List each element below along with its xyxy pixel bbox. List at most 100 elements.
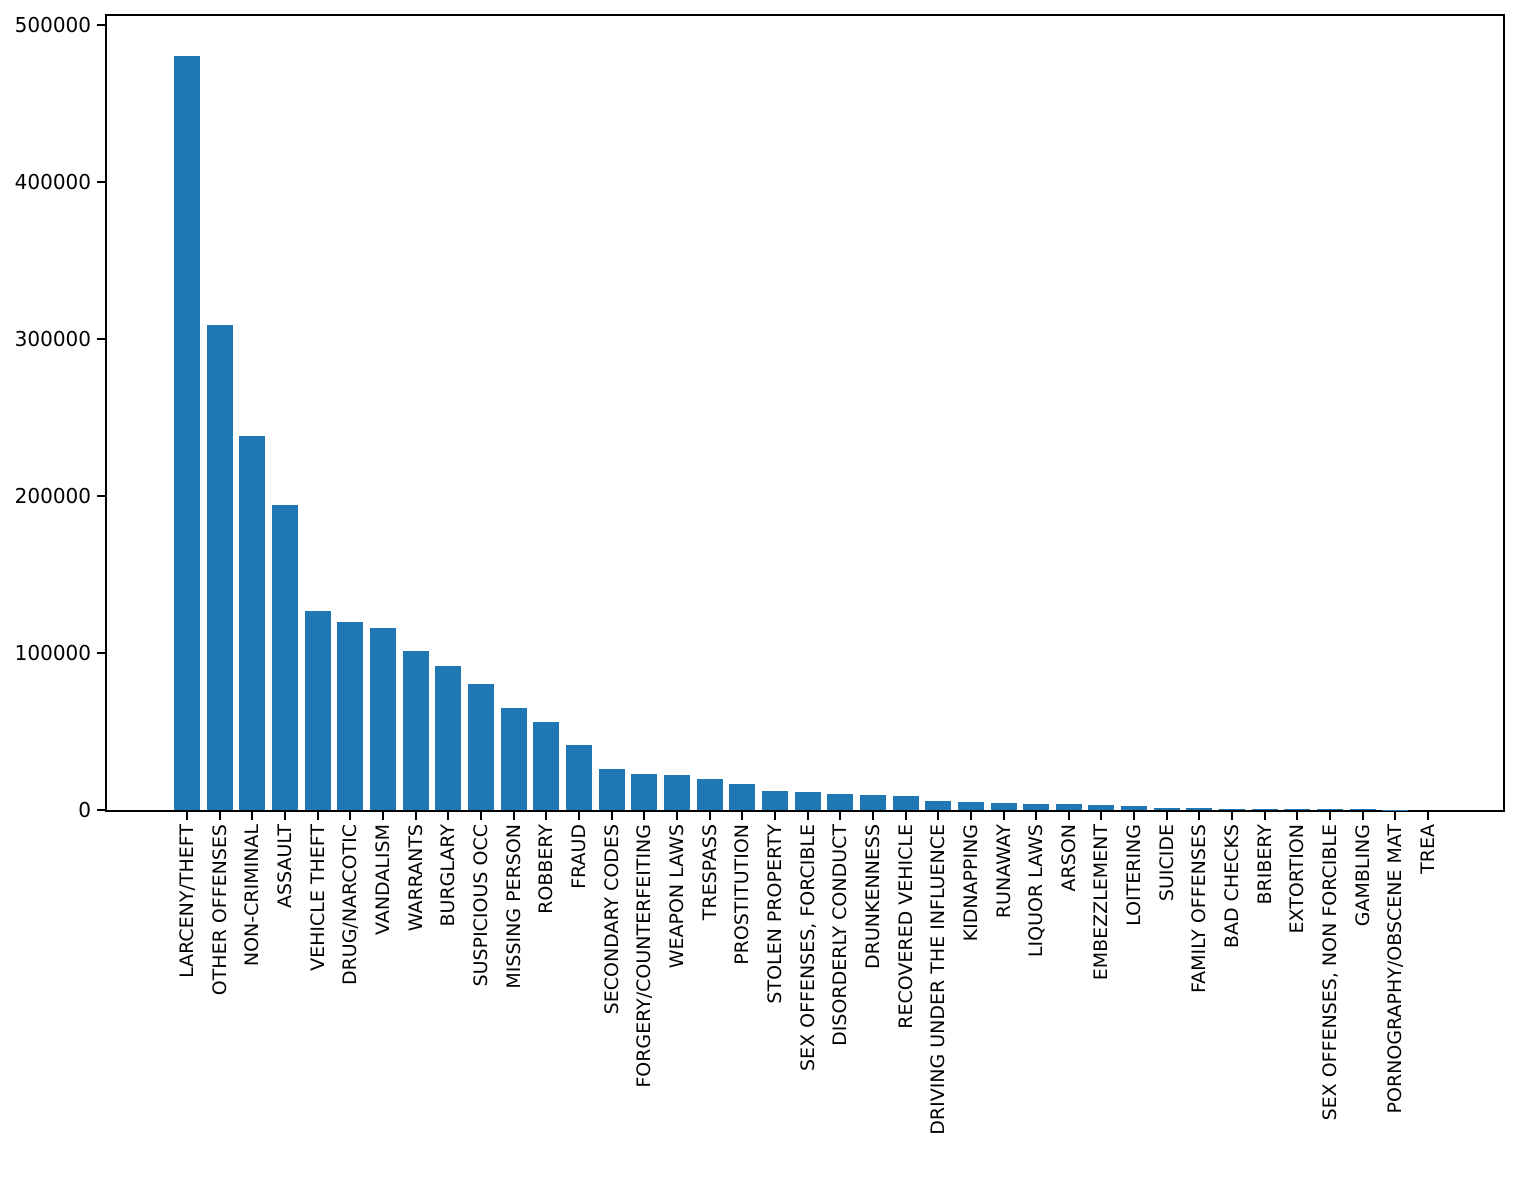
x-tick-label: VANDALISM [371, 824, 394, 935]
x-tick-mark [741, 812, 744, 820]
bar [892, 796, 919, 810]
x-tick-label: STOLEN PROPERTY [763, 824, 786, 1004]
x-tick-label: GAMBLING [1351, 824, 1374, 927]
bar [827, 794, 854, 810]
x-tick-mark [1231, 812, 1234, 820]
x-tick-label: PORNOGRAPHY/OBSCENE MAT [1384, 824, 1407, 1114]
x-tick-mark [610, 812, 613, 820]
x-tick-mark [937, 812, 940, 820]
x-tick-mark [186, 812, 188, 820]
x-tick-mark [218, 812, 221, 820]
x-tick-mark [512, 812, 515, 820]
x-tick-mark [349, 812, 352, 820]
x-tick-label: DRIVING UNDER THE INFLUENCE [927, 824, 950, 1135]
y-tick-label: 0 [78, 798, 91, 822]
y-tick-mark [97, 809, 105, 811]
bar [631, 773, 658, 810]
y-tick-label: 500000 [14, 13, 91, 38]
x-tick-mark [904, 812, 907, 820]
x-tick-label: BRIBERY [1253, 824, 1276, 905]
x-tick-label: SEX OFFENSES, FORCIBLE [796, 824, 819, 1071]
bar [1023, 803, 1050, 810]
bar [1251, 808, 1278, 810]
x-tick-label: PROSTITUTION [731, 824, 754, 965]
x-tick-label: FRAUD [567, 824, 590, 889]
y-tick-label: 200000 [14, 484, 91, 509]
x-tick-label: KIDNAPPING [959, 824, 982, 942]
bar [794, 791, 821, 810]
x-tick-mark [1035, 812, 1038, 820]
bar [859, 794, 886, 810]
x-tick-label: TREA [1417, 824, 1440, 874]
bar [925, 801, 952, 810]
y-tick-mark [97, 181, 105, 184]
x-tick-label: SUICIDE [1155, 824, 1178, 902]
bar [1153, 807, 1180, 810]
x-tick-mark [545, 812, 548, 820]
x-tick-label: DISORDERLY CONDUCT [829, 824, 852, 1046]
x-tick-label: TRESPASS [698, 824, 721, 921]
x-tick-mark [381, 812, 384, 820]
bar [174, 56, 200, 810]
x-tick-label: SUSPICIOUS OCC [469, 824, 492, 987]
y-tick-mark [97, 338, 105, 341]
bar [435, 666, 462, 810]
bar [1349, 809, 1376, 810]
bar [1317, 809, 1344, 810]
bar [1088, 805, 1115, 810]
x-tick-label: LIQUOR LAWS [1025, 824, 1048, 958]
bar [598, 769, 625, 810]
x-tick-mark [1100, 812, 1103, 820]
x-tick-label: RUNAWAY [992, 824, 1015, 919]
x-tick-mark [577, 812, 580, 820]
x-tick-label: NON-CRIMINAL [241, 824, 264, 967]
bar [304, 611, 331, 810]
x-tick-mark [251, 812, 254, 820]
x-tick-label: LOITERING [1123, 824, 1146, 926]
x-tick-label: EXTORTION [1286, 824, 1309, 934]
x-tick-mark [1394, 812, 1397, 820]
bar [990, 803, 1017, 810]
x-tick-mark [283, 812, 286, 820]
x-tick-mark [675, 812, 678, 820]
x-tick-mark [806, 812, 809, 820]
x-tick-label: DRUNKENNESS [861, 824, 884, 969]
x-tick-mark [643, 812, 646, 820]
bar [467, 683, 494, 810]
x-tick-mark [1067, 812, 1070, 820]
bar [271, 504, 298, 810]
x-tick-label: RECOVERED VEHICLE [894, 824, 917, 1029]
bar [1055, 803, 1082, 810]
bar [239, 436, 266, 810]
x-tick-label: DRUG/NARCOTIC [339, 824, 362, 986]
x-tick-mark [447, 812, 450, 820]
bar [402, 650, 429, 810]
x-tick-label: BURGLARY [437, 824, 460, 927]
x-tick-mark [1329, 812, 1332, 820]
bar [761, 791, 788, 810]
x-tick-label: ARSON [1057, 824, 1080, 892]
x-tick-label: ROBBERY [535, 824, 558, 914]
bar [1121, 806, 1148, 810]
x-tick-label: FAMILY OFFENSES [1188, 824, 1211, 994]
x-tick-mark [773, 812, 776, 820]
x-tick-label: VEHICLE THEFT [306, 824, 329, 971]
x-tick-label: EMBEZZLEMENT [1090, 824, 1113, 981]
x-tick-label: OTHER OFFENSES [208, 824, 231, 996]
x-tick-mark [839, 812, 842, 820]
bar [1284, 808, 1311, 810]
y-tick-label: 400000 [14, 170, 91, 195]
bar [500, 708, 527, 810]
x-tick-mark [871, 812, 874, 820]
x-tick-mark [479, 812, 482, 820]
bar [1219, 808, 1246, 810]
bar [696, 779, 723, 810]
bar [533, 722, 560, 810]
y-tick-label: 300000 [14, 327, 91, 352]
bar [729, 783, 756, 810]
x-tick-label: SEX OFFENSES, NON FORCIBLE [1319, 824, 1342, 1121]
x-tick-label: BAD CHECKS [1221, 824, 1244, 949]
x-tick-mark [1427, 812, 1430, 820]
bar [663, 775, 690, 810]
